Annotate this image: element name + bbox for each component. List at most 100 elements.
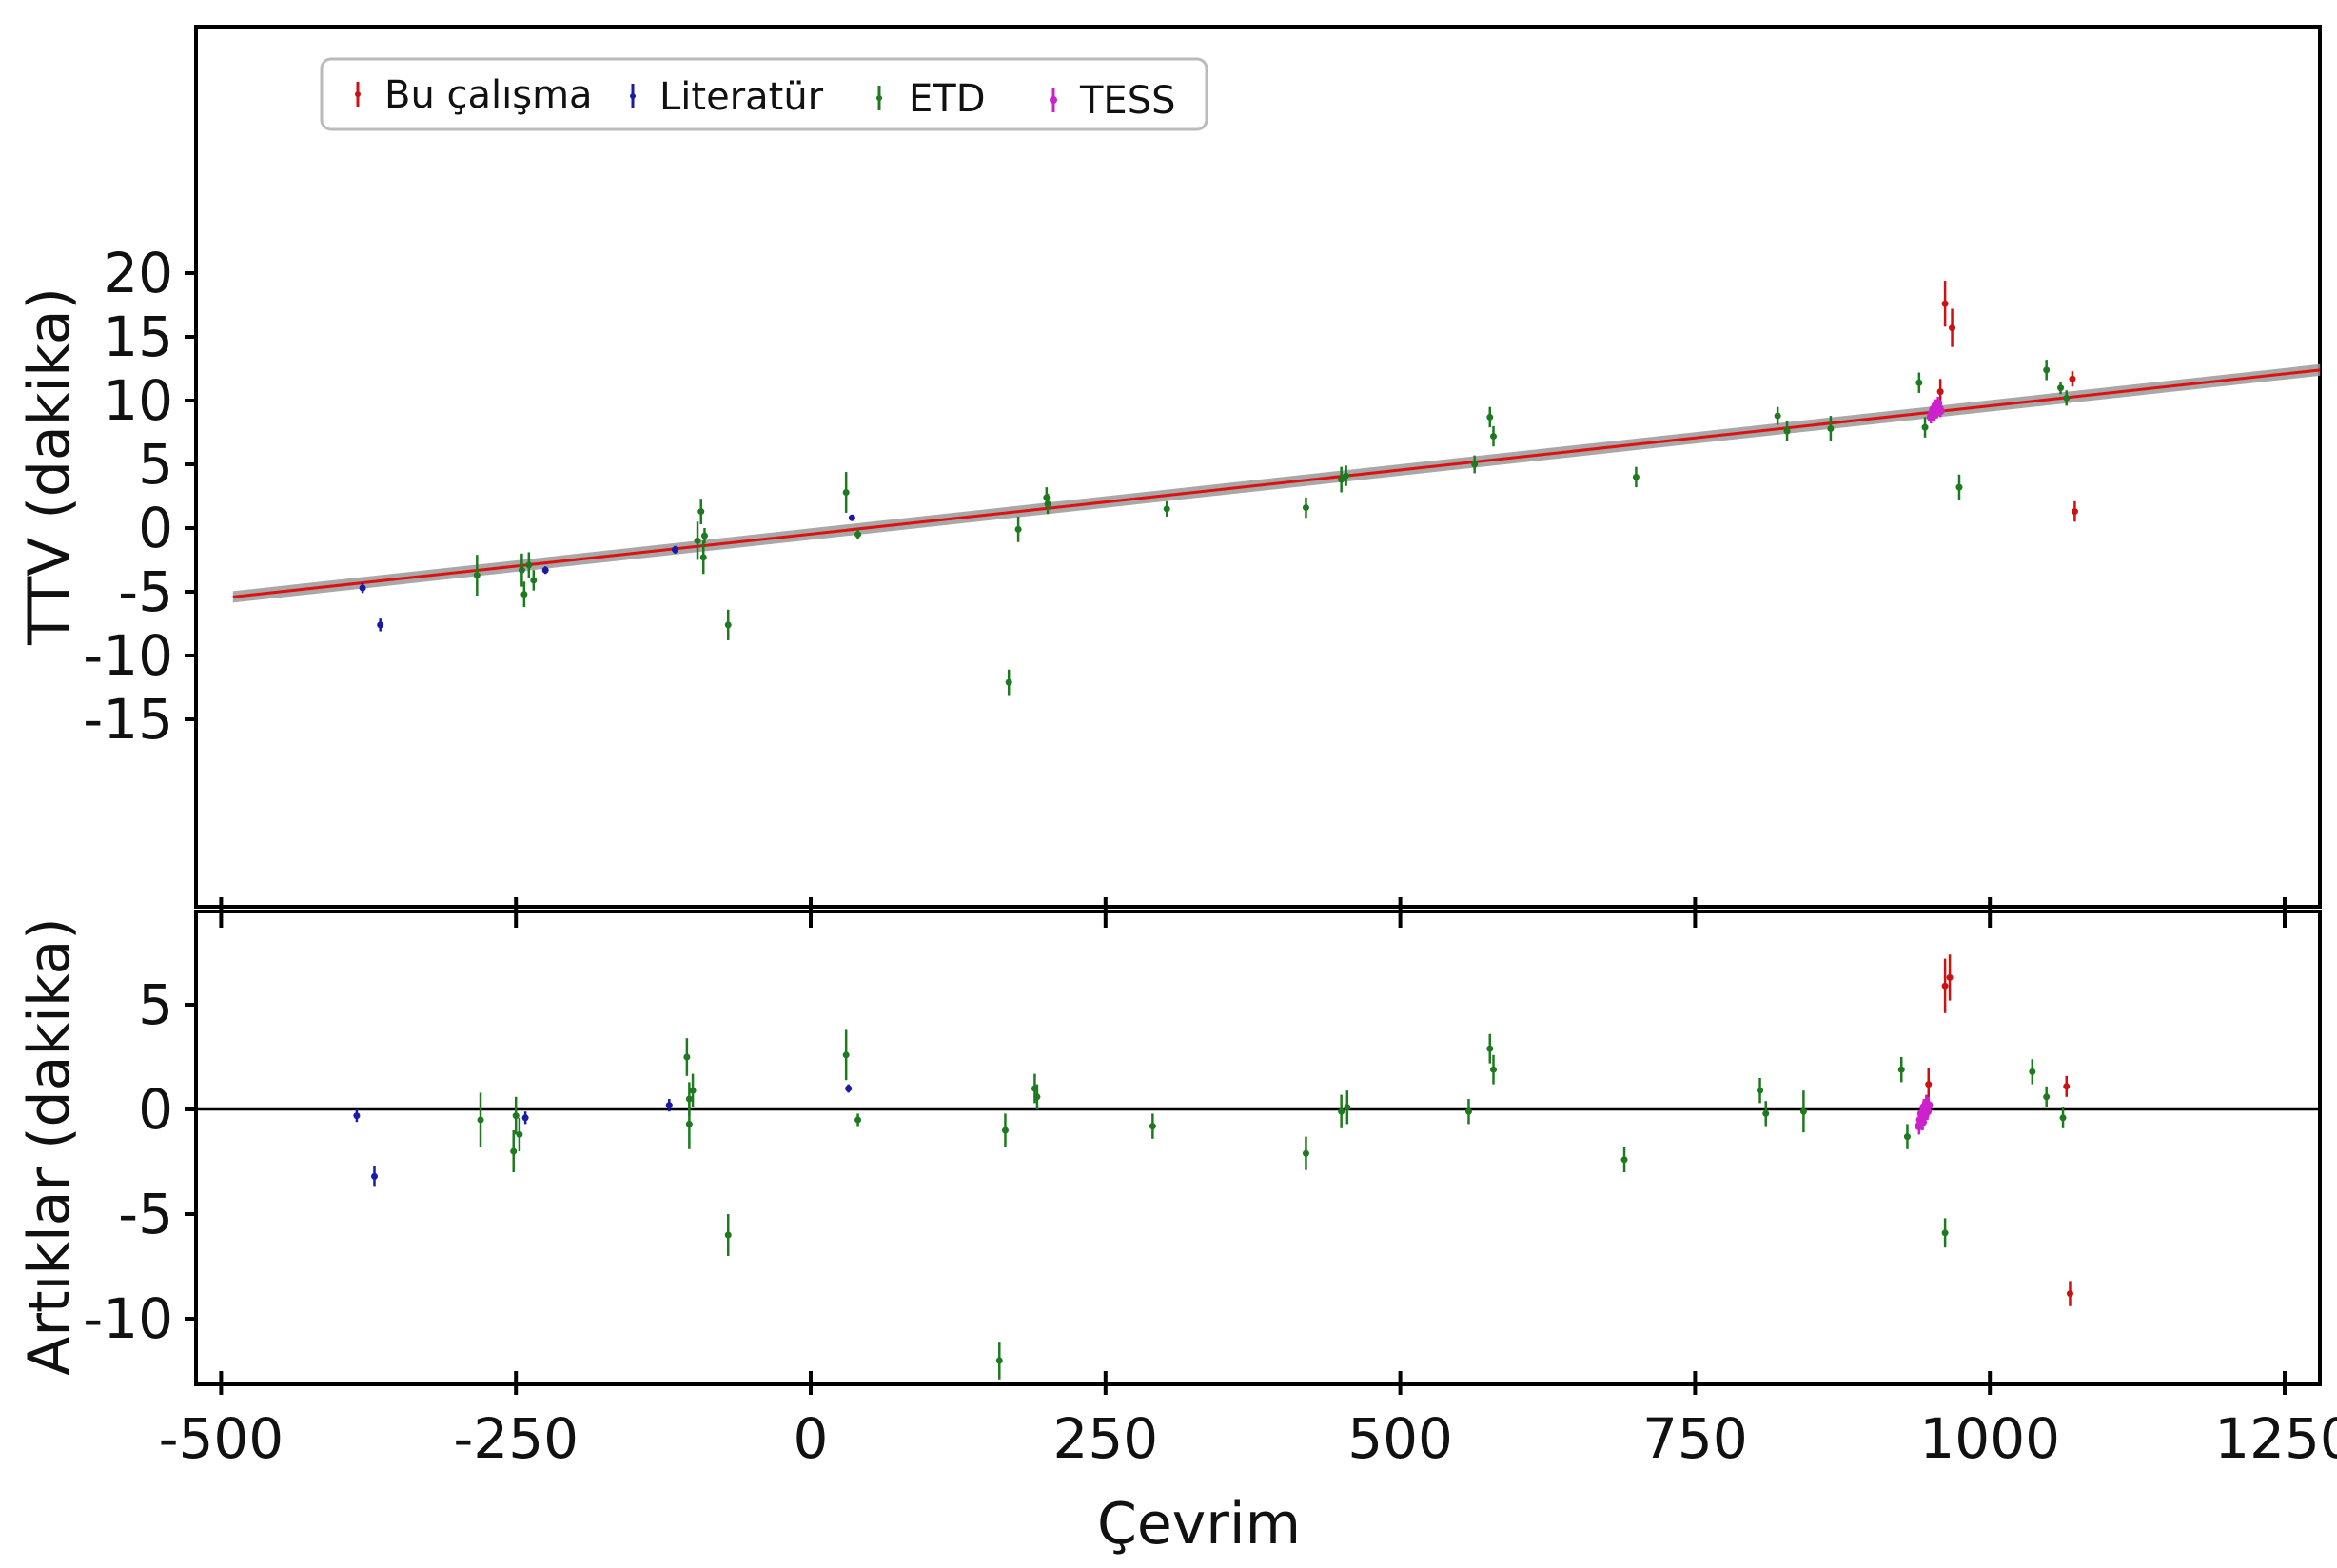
legend: Bu çalışma Literatür ETD TESS (320, 57, 1208, 131)
top-bu_calisma-point-3 (2069, 375, 2076, 382)
top-y-axis-title: TTV (dakika) (16, 287, 83, 646)
top-y-tick-label-3: 5 (138, 432, 173, 497)
bottom-etd-point-3 (516, 1130, 523, 1138)
bottom-etd-point-23 (1757, 1087, 1764, 1094)
top-etd-point-19 (1343, 472, 1350, 480)
bottom-y-axis-title: Artıklar (dakika) (16, 917, 83, 1375)
top-etd-point-1 (518, 566, 525, 574)
top-y-tick-label-2: 10 (103, 368, 173, 433)
bottom-etd-point-0 (477, 1116, 484, 1124)
top-tess-point-8 (1935, 406, 1945, 416)
top-etd-point-22 (1489, 433, 1497, 441)
top-etd-point-4 (530, 577, 538, 584)
top-etd-point-8 (700, 532, 708, 539)
fit-line (232, 368, 2321, 598)
legend-box (320, 57, 1208, 131)
bottom-etd-point-22 (1620, 1156, 1628, 1164)
top-bu_calisma-point-0 (1941, 300, 1949, 307)
bottom-etd-point-14 (1033, 1093, 1041, 1101)
legend-label-literatur: Literatür (659, 75, 824, 119)
x-axis-title: Çevrim (1097, 1491, 1301, 1558)
top-etd-point-16 (1163, 505, 1170, 513)
top-bu_calisma-point-2 (1936, 388, 1944, 396)
top-etd-point-24 (1774, 412, 1781, 420)
top-etd-point-26 (1827, 424, 1835, 432)
bottom-bu_calisma-point-3 (2063, 1083, 2071, 1090)
bottom-y-tick-label-1: 0 (138, 1077, 173, 1142)
bottom-etd-point-31 (2059, 1114, 2067, 1122)
legend-label-tess: TESS (1079, 79, 1176, 123)
bottom-etd-point-12 (1001, 1127, 1009, 1134)
top-etd-point-31 (2057, 384, 2065, 392)
x-tick-label-2: 0 (794, 1406, 829, 1471)
bottom-bu_calisma-point-0 (1941, 982, 1949, 990)
bottom-etd-point-9 (842, 1051, 850, 1059)
bottom-y-tick-label-0: 5 (138, 972, 173, 1037)
bottom-data-points (353, 954, 2073, 1380)
bottom-etd-point-30 (2043, 1093, 2051, 1101)
bottom-etd-point-6 (689, 1087, 697, 1094)
legend-label-etd: ETD (909, 77, 986, 121)
x-tick-label-5: 750 (1642, 1406, 1748, 1471)
top-etd-point-2 (520, 591, 528, 598)
bottom-etd-point-26 (1897, 1066, 1905, 1073)
bottom-etd-point-28 (1941, 1229, 1949, 1237)
bottom-etd-point-11 (995, 1357, 1003, 1364)
bottom-etd-point-8 (724, 1231, 732, 1239)
top-literatur-point-1 (377, 621, 384, 629)
top-etd-point-0 (473, 572, 481, 579)
top-etd-point-27 (1915, 379, 1923, 386)
top-etd-point-11 (854, 531, 862, 539)
top-etd-point-15 (1044, 500, 1051, 508)
bottom-bu_calisma-point-2 (1925, 1081, 1933, 1088)
bottom-tess-point-8 (1924, 1101, 1934, 1110)
legend-entry-literatur: Literatür (630, 75, 824, 119)
top-literatur-point-2 (671, 546, 678, 554)
bottom-etd-point-1 (510, 1147, 518, 1155)
x-tick-label-3: 250 (1052, 1406, 1158, 1471)
x-tick-label-6: 1000 (1919, 1406, 2060, 1471)
top-fit (232, 363, 2321, 603)
bottom-etd-point-2 (512, 1112, 520, 1120)
legend-dot-etd (876, 95, 882, 101)
bottom-y-ticks: 5 0 -5 -10 (83, 972, 196, 1351)
x-tick-label-7: 1250 (2214, 1406, 2337, 1471)
legend-entry-etd: ETD (876, 77, 986, 121)
x-tick-label-0: -500 (159, 1406, 285, 1471)
top-etd-point-10 (842, 488, 850, 496)
top-y-tick-label-5: -5 (118, 559, 173, 624)
top-etd-point-30 (2043, 366, 2051, 374)
bottom-etd-point-21 (1489, 1066, 1497, 1073)
top-etd-point-18 (1338, 476, 1345, 483)
bottom-etd-point-29 (2029, 1068, 2036, 1075)
bottom-etd-point-10 (854, 1116, 862, 1124)
top-literatur-point-0 (359, 584, 366, 592)
top-y-tick-label-4: 0 (138, 496, 173, 560)
bottom-literatur-point-4 (845, 1085, 853, 1092)
bottom-etd-point-20 (1486, 1045, 1494, 1052)
bottom-literatur-point-1 (370, 1172, 378, 1180)
top-y-tick-label-7: -15 (83, 687, 173, 752)
top-etd-point-9 (724, 621, 732, 629)
top-etd-point-12 (1005, 678, 1012, 686)
bottom-etd-point-4 (683, 1053, 691, 1061)
bottom-literatur-point-0 (353, 1112, 361, 1120)
bottom-y-tick-label-2: -5 (118, 1182, 173, 1246)
legend-dot-bu-calisma (355, 91, 361, 97)
bottom-bu_calisma-point-1 (1946, 973, 1954, 981)
top-bu_calisma-point-4 (2071, 508, 2078, 516)
top-plot-frame (194, 25, 2322, 909)
legend-dot-tess (1050, 96, 1057, 104)
top-etd-point-20 (1471, 461, 1479, 468)
top-etd-point-21 (1486, 413, 1494, 421)
top-y-tick-label-1: 15 (103, 304, 173, 369)
top-etd-point-23 (1632, 473, 1640, 480)
bottom-etd-point-7 (685, 1120, 693, 1127)
top-y-tick-label-0: 20 (103, 241, 173, 305)
bottom-etd-point-15 (1149, 1123, 1156, 1130)
legend-entry-bu-calisma: Bu çalışma (355, 73, 593, 117)
bottom-y-tick-label-3: -10 (83, 1286, 173, 1351)
